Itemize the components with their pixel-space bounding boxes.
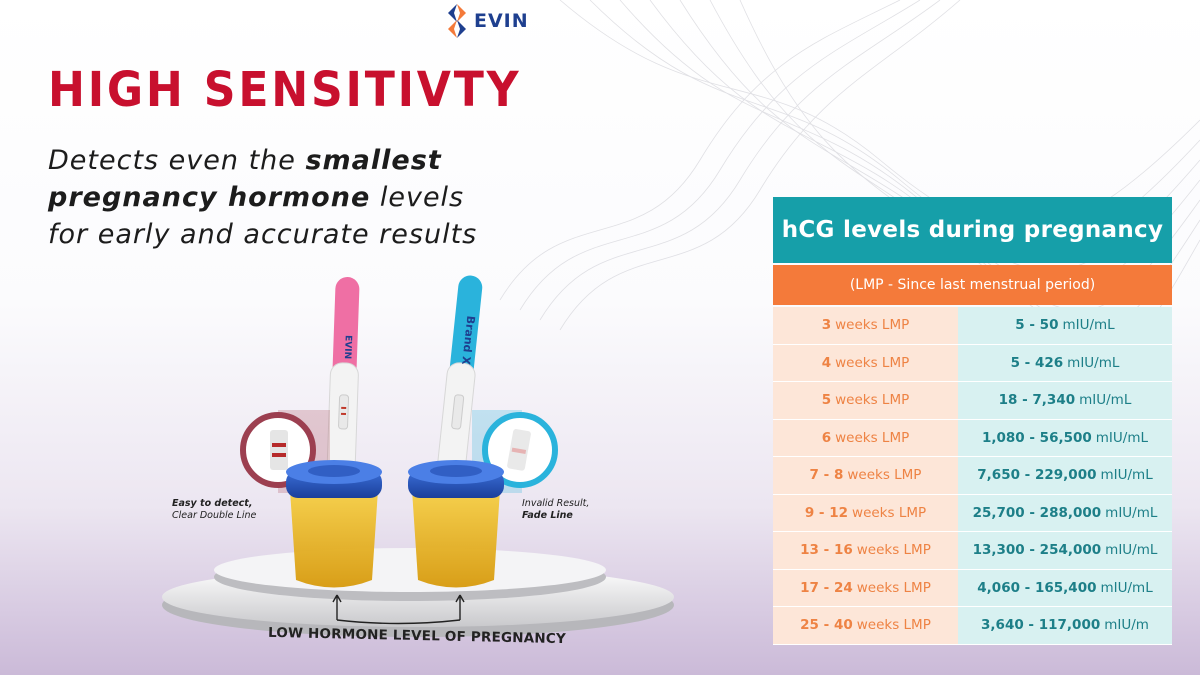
- weeks-value: 9 - 12: [804, 504, 849, 521]
- table-row: 13 - 16 weeks LMP 13,300 - 254,000 mIU/mL: [773, 532, 1172, 570]
- weeks-unit: weeks LMP: [847, 467, 922, 484]
- brandx-stick-label: Brand X: [459, 315, 477, 366]
- weeks-cell: 25 - 40 weeks LMP: [773, 607, 958, 645]
- weeks-cell: 7 - 8 weeks LMP: [773, 457, 958, 495]
- table-row: 25 - 40 weeks LMP 3,640 - 117,000 mIU/m: [773, 607, 1172, 645]
- weeks-unit: weeks LMP: [852, 504, 927, 521]
- clear-line-callout: Easy to detect, Clear Double Line: [172, 498, 256, 522]
- subtext: Detects even the smallest pregnancy horm…: [48, 142, 488, 253]
- clear-line-callout-text: Clear Double Line: [172, 510, 257, 521]
- weeks-unit: weeks LMP: [856, 542, 931, 559]
- weeks-cell: 17 - 24 weeks LMP: [773, 569, 958, 607]
- level-unit: mIU/mL: [1100, 579, 1153, 596]
- weeks-cell: 6 weeks LMP: [773, 419, 958, 457]
- level-value: 5 - 426: [1010, 354, 1064, 371]
- level-value: 5 - 50: [1015, 317, 1059, 334]
- level-unit: mIU/mL: [1067, 354, 1120, 371]
- clear-line-callout-bold: Easy to detect,: [172, 498, 253, 509]
- level-unit: mIU/mL: [1079, 392, 1132, 409]
- level-unit: mIU/mL: [1105, 504, 1158, 521]
- subtext-bold: smallest pregnancy hormone: [48, 145, 442, 213]
- table-row: 5 weeks LMP 18 - 7,340 mIU/mL: [773, 382, 1172, 420]
- right-urine-cup: [408, 460, 504, 588]
- level-cell: 3,640 - 117,000 mIU/m: [958, 607, 1172, 645]
- hcg-table-title: hCG levels during pregnancy: [773, 197, 1172, 263]
- level-cell: 5 - 50 mIU/mL: [958, 307, 1172, 345]
- weeks-unit: weeks LMP: [856, 617, 931, 634]
- level-value: 4,060 - 165,400: [977, 579, 1097, 596]
- weeks-cell: 5 weeks LMP: [773, 382, 958, 420]
- weeks-unit: weeks LMP: [835, 354, 910, 371]
- hcg-table-subtitle: (LMP - Since last menstrual period): [773, 265, 1172, 305]
- weeks-value: 5: [821, 392, 832, 409]
- weeks-cell: 13 - 16 weeks LMP: [773, 532, 958, 570]
- weeks-value: 3: [821, 317, 832, 334]
- weeks-unit: weeks LMP: [835, 429, 910, 446]
- hcg-table-body: 3 weeks LMP 5 - 50 mIU/mL 4 weeks LMP 5 - 426 m…: [773, 307, 1172, 645]
- level-value: 7,650 - 229,000: [977, 467, 1097, 484]
- level-unit: mIU/mL: [1095, 429, 1149, 446]
- level-value: 3,640 - 117,000: [981, 617, 1101, 634]
- table-row: 17 - 24 weeks LMP 4,060 - 165,400 mIU/mL: [773, 569, 1172, 607]
- weeks-unit: weeks LMP: [856, 579, 931, 596]
- weeks-value: 7 - 8: [809, 467, 844, 484]
- brand-name: EVIN: [474, 10, 529, 32]
- weeks-value: 6: [821, 429, 832, 446]
- fade-line-callout-bold: Fade Line: [522, 510, 573, 521]
- evin-logo-icon: [448, 4, 466, 38]
- weeks-cell: 4 weeks LMP: [773, 344, 958, 382]
- table-row: 7 - 8 weeks LMP 7,650 - 229,000 mIU/mL: [773, 457, 1172, 495]
- level-cell: 7,650 - 229,000 mIU/mL: [958, 457, 1172, 495]
- fade-line-callout-text: Invalid Result,: [522, 498, 590, 509]
- level-cell: 5 - 426 mIU/mL: [958, 344, 1172, 382]
- product-illustration: EVIN Brand X: [162, 275, 674, 637]
- level-unit: mIU/mL: [1062, 317, 1115, 334]
- level-unit: mIU/mL: [1100, 467, 1153, 484]
- level-value: 25,700 - 288,000: [972, 504, 1102, 521]
- level-unit: mIU/mL: [1105, 542, 1158, 559]
- hcg-levels-table: hCG levels during pregnancy (LMP - Since…: [773, 197, 1172, 645]
- level-value: 1,080 - 56,500: [981, 429, 1092, 446]
- subtext-part2: levels for early and accurate results: [48, 182, 478, 250]
- weeks-value: 17 - 24: [800, 579, 853, 596]
- display-platform: [162, 548, 674, 637]
- level-value: 13,300 - 254,000: [972, 542, 1102, 559]
- level-cell: 13,300 - 254,000 mIU/mL: [958, 532, 1172, 570]
- left-urine-cup: [286, 460, 382, 588]
- table-row: 9 - 12 weeks LMP 25,700 - 288,000 mIU/mL: [773, 494, 1172, 532]
- headline: HIGH SENSITIVTY: [48, 62, 522, 118]
- table-row: 4 weeks LMP 5 - 426 mIU/mL: [773, 344, 1172, 382]
- subtext-part1: Detects even the: [48, 145, 306, 176]
- fade-line-callout: Invalid Result, Fade Line: [522, 498, 589, 522]
- table-row: 6 weeks LMP 1,080 - 56,500 mIU/mL: [773, 419, 1172, 457]
- weeks-unit: weeks LMP: [835, 317, 910, 334]
- weeks-value: 13 - 16: [800, 542, 853, 559]
- table-row: 3 weeks LMP 5 - 50 mIU/mL: [773, 307, 1172, 345]
- brandx-test-stick: Brand X: [435, 275, 483, 494]
- evin-logo: EVIN: [446, 4, 529, 38]
- weeks-value: 4: [821, 354, 832, 371]
- level-cell: 1,080 - 56,500 mIU/mL: [958, 419, 1172, 457]
- weeks-cell: 9 - 12 weeks LMP: [773, 494, 958, 532]
- level-cell: 18 - 7,340 mIU/mL: [958, 382, 1172, 420]
- weeks-unit: weeks LMP: [835, 392, 910, 409]
- level-cell: 4,060 - 165,400 mIU/mL: [958, 569, 1172, 607]
- evin-stick-label: EVIN: [342, 335, 353, 359]
- weeks-cell: 3 weeks LMP: [773, 307, 958, 345]
- level-value: 18 - 7,340: [998, 392, 1076, 409]
- level-unit: mIU/m: [1104, 617, 1149, 634]
- weeks-value: 25 - 40: [800, 617, 853, 634]
- level-cell: 25,700 - 288,000 mIU/mL: [958, 494, 1172, 532]
